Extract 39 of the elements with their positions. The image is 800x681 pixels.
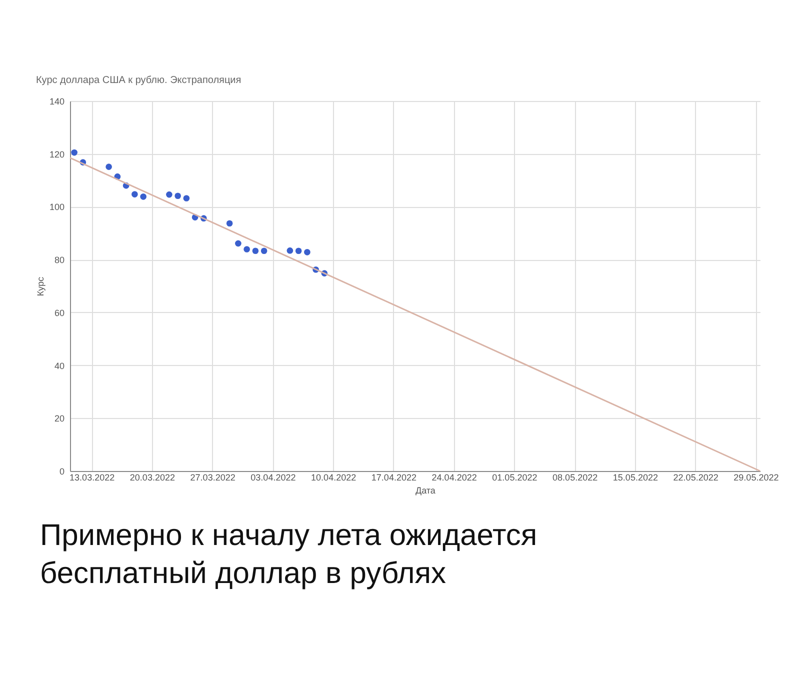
point bbox=[304, 249, 310, 256]
point bbox=[71, 149, 78, 156]
x-tick-label: 08.05.2022 bbox=[552, 472, 598, 482]
point bbox=[140, 194, 146, 200]
point bbox=[260, 248, 268, 254]
point bbox=[183, 195, 190, 202]
x-tick-label: 24.04.2022 bbox=[432, 472, 477, 482]
point bbox=[226, 220, 233, 227]
y-tick-label: 40 bbox=[54, 360, 64, 371]
point bbox=[244, 246, 250, 252]
x-tick-label: 10.04.2022 bbox=[311, 472, 356, 482]
x-tick-label: 22.05.2022 bbox=[673, 472, 718, 482]
y-tick-label: 80 bbox=[54, 255, 64, 266]
x-tick-label: 17.04.2022 bbox=[371, 472, 416, 482]
y-tick-label: 20 bbox=[54, 414, 64, 424]
x-tick-label: 01.05.2022 bbox=[492, 472, 538, 482]
point bbox=[166, 191, 172, 198]
x-tick-label: 27.03.2022 bbox=[190, 472, 236, 482]
text: Примерно к началу лета ожидается бесплатный доллар в рублях bbox=[40, 519, 538, 590]
y-tick-label: 0 bbox=[59, 466, 64, 476]
x-tick-label: 20.03.2022 bbox=[130, 472, 175, 482]
point bbox=[174, 192, 181, 200]
x-tick-label: 29.05.2022 bbox=[734, 472, 779, 482]
point bbox=[295, 248, 302, 254]
point bbox=[106, 164, 112, 170]
y-tick-label: 120 bbox=[49, 149, 64, 160]
point bbox=[132, 191, 138, 198]
point bbox=[286, 247, 294, 254]
chart-title: Курс доллара США к рублю. Экстраполяция bbox=[36, 75, 242, 86]
y-tick-label: 100 bbox=[49, 202, 64, 212]
y-axis-title: Курс bbox=[35, 276, 46, 296]
point bbox=[252, 248, 259, 254]
y-tick-label: 60 bbox=[54, 308, 64, 318]
x-axis-title: Дата bbox=[416, 486, 436, 496]
x-tick-label: 03.04.2022 bbox=[250, 472, 296, 482]
point bbox=[235, 240, 242, 247]
y-tick-label: 140 bbox=[49, 96, 64, 106]
x-tick-label: 15.05.2022 bbox=[612, 472, 658, 482]
x-tick-label: 13.03.2022 bbox=[70, 472, 115, 482]
